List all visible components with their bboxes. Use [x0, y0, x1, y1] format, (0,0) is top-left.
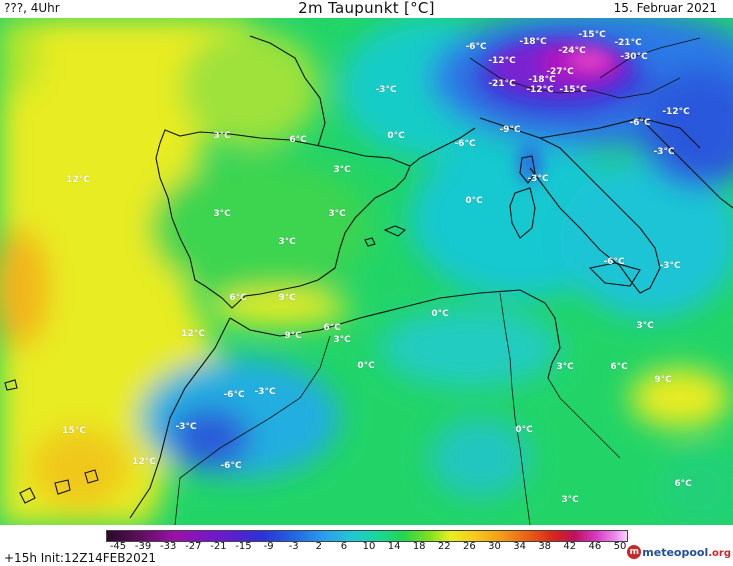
map-canvas — [0, 18, 733, 525]
header: ???, 4Uhr 2m Taupunkt [°C] 15. Februar 2… — [0, 0, 733, 18]
temperature-label: -15°C — [559, 85, 587, 95]
temperature-label: -21°C — [488, 79, 516, 89]
temperature-label: -3°C — [375, 85, 397, 95]
temperature-label: -6°C — [603, 257, 625, 267]
colorbar — [106, 530, 628, 542]
colorbar-tick-label: 18 — [412, 541, 426, 552]
colorbar-ticks: -45 -39 -33 -27 -21 -15 -9 -3 2 6 10 14 18 22 26 30 34 38… — [106, 541, 627, 553]
temperature-label: -30°C — [620, 52, 648, 62]
colorbar-tick-label: 10 — [362, 541, 376, 552]
colorbar-tick-label: 22 — [437, 541, 451, 552]
colorbar-tick-label: -21 — [210, 541, 227, 552]
colorbar-tick-label: 34 — [513, 541, 526, 552]
temperature-label: -6°C — [223, 390, 245, 400]
temperature-label: -27°C — [546, 67, 574, 77]
colorbar-tick-label: 38 — [538, 541, 552, 552]
temperature-label: 6°C — [674, 479, 692, 489]
temperature-label: -3°C — [527, 174, 549, 184]
temperature-label: -12°C — [662, 107, 690, 117]
colorbar-tick-label: -9 — [263, 541, 274, 552]
colorbar-tick-label: -3 — [288, 541, 299, 552]
temperature-label: -6°C — [454, 139, 476, 149]
colorbar-tick-label: -39 — [134, 541, 152, 552]
temperature-label: 12°C — [66, 175, 90, 185]
temperature-label: 0°C — [357, 361, 375, 371]
temperature-label: 3°C — [333, 335, 351, 345]
temperature-label: -3°C — [254, 387, 276, 397]
temperature-label: 3°C — [278, 237, 296, 247]
colorbar-tick-label: 2 — [315, 541, 322, 552]
temperature-label: 3°C — [213, 131, 231, 141]
map-title: 2m Taupunkt [°C] — [298, 0, 435, 17]
temperature-label: 6°C — [289, 135, 307, 145]
temperature-label: -3°C — [659, 261, 681, 271]
temperature-label: -6°C — [629, 118, 651, 128]
temperature-label: 3°C — [213, 209, 231, 219]
colorbar-tick-label: 6 — [340, 541, 348, 552]
temperature-label: 3°C — [636, 321, 654, 331]
date-label: 15. Februar 2021 — [613, 1, 717, 15]
temperature-label: 0°C — [465, 196, 483, 206]
temperature-label: -15°C — [578, 30, 606, 40]
temperature-label: -12°C — [526, 85, 554, 95]
temperature-label: 3°C — [333, 165, 351, 175]
temperature-label: 6°C — [323, 323, 341, 333]
colorbar-tick-label: 30 — [488, 541, 501, 552]
colorbar-tick-label: 14 — [387, 541, 401, 552]
colorbar-tick-label: -15 — [235, 541, 252, 552]
temperature-label: 3°C — [556, 362, 574, 372]
temperature-label: 12°C — [181, 329, 205, 339]
temperature-label: 9°C — [654, 375, 672, 385]
temperature-label: -6°C — [220, 461, 242, 471]
colorbar-tick-label: 26 — [463, 541, 476, 552]
temperature-label: -6°C — [465, 42, 487, 52]
temperature-label: 15°C — [62, 426, 86, 436]
init-time-label: +15h Init:12Z14FEB2021 — [4, 551, 156, 565]
valid-time-label: ???, 4Uhr — [4, 1, 60, 15]
temperature-label: 0°C — [387, 131, 405, 141]
meteopool-logo[interactable]: m meteopool.org — [627, 545, 731, 559]
temperature-label: -18°C — [528, 75, 556, 85]
temperature-label: -12°C — [488, 56, 516, 66]
colorbar-tick-label: -27 — [185, 541, 202, 552]
temperature-label: -3°C — [175, 422, 197, 432]
temperature-label: 6°C — [229, 293, 247, 303]
coastlines — [4, 35, 733, 525]
temperature-label: 9°C — [284, 331, 302, 341]
temperature-label: 12°C — [132, 457, 156, 467]
temperature-label: -3°C — [653, 147, 675, 157]
temperature-label: -18°C — [519, 37, 547, 47]
colorbar-tick-label: -45 — [109, 541, 127, 552]
colorbar-tick-label: 42 — [563, 541, 577, 552]
temperature-label: 3°C — [561, 495, 579, 505]
footer: -45 -39 -33 -27 -21 -15 -9 -3 2 6 10 14 18 22 26 30 34 38… — [0, 525, 733, 566]
colorbar-tick-label: 46 — [588, 541, 602, 552]
temperature-label: 0°C — [431, 309, 449, 319]
colorbar-tick-label: 50 — [613, 541, 627, 552]
temperature-label: -24°C — [558, 46, 586, 56]
colorbar-tick-label: -33 — [160, 541, 177, 552]
logo-text: meteopool.org — [642, 545, 731, 559]
meteopool-icon: m — [627, 545, 642, 559]
temperature-label: -21°C — [614, 38, 642, 48]
temperature-label: 9°C — [278, 293, 296, 303]
temperature-label: -9°C — [499, 125, 521, 135]
temperature-label: 0°C — [515, 425, 533, 435]
dew-point-map: -6°C -18°C -15°C -21°C -24°C -30°C -12°C -27°C -… — [0, 18, 733, 525]
temperature-label: 6°C — [610, 362, 628, 372]
temperature-label: 3°C — [328, 209, 346, 219]
